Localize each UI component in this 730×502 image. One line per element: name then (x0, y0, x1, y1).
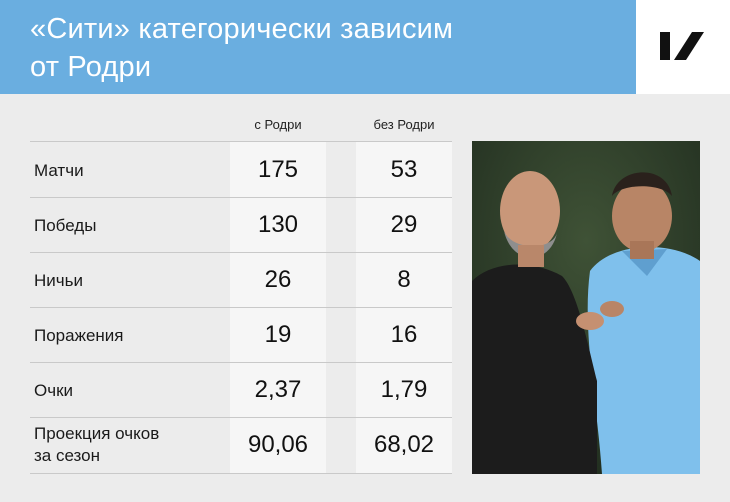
value-with: 2,37 (254, 376, 302, 403)
row-label: Поражения (34, 326, 124, 345)
row-label: Победы (34, 216, 97, 235)
row-label-line-2: за сезон (34, 446, 100, 465)
title-line-1: «Сити» категорически зависим (30, 13, 454, 45)
logo (636, 0, 730, 94)
row-label: Ничьи (34, 271, 83, 290)
row-label-line-1: Проекция очков (34, 424, 160, 443)
divider (30, 417, 452, 418)
value-without: 1,79 (380, 376, 428, 403)
title-line-2: от Родри (30, 51, 152, 83)
row-label: Очки (34, 381, 74, 400)
divider (30, 197, 452, 198)
divider (30, 362, 452, 363)
coach-and-player-photo (472, 141, 700, 474)
value-without: 16 (390, 321, 418, 348)
value-with: 175 (257, 156, 299, 183)
divider (30, 141, 452, 142)
divider (30, 473, 452, 474)
header-banner: «Сити» категорически зависим от Родри (0, 0, 636, 94)
row-label: Проекция очков за сезон (34, 423, 159, 467)
column-header-with: с Родри (254, 117, 302, 132)
sports-ru-logo-icon (660, 32, 704, 60)
column-header-without: без Родри (373, 117, 435, 132)
value-without: 29 (390, 211, 418, 238)
value-with: 90,06 (247, 431, 309, 458)
value-without: 68,02 (373, 431, 435, 458)
value-without: 53 (390, 156, 418, 183)
row-label: Матчи (34, 161, 84, 180)
value-with: 26 (264, 266, 292, 293)
divider (30, 252, 452, 253)
value-without: 8 (397, 266, 411, 293)
value-with: 130 (257, 211, 299, 238)
page-title: «Сити» категорически зависим от Родри (30, 10, 620, 86)
divider (30, 307, 452, 308)
value-with: 19 (264, 321, 292, 348)
